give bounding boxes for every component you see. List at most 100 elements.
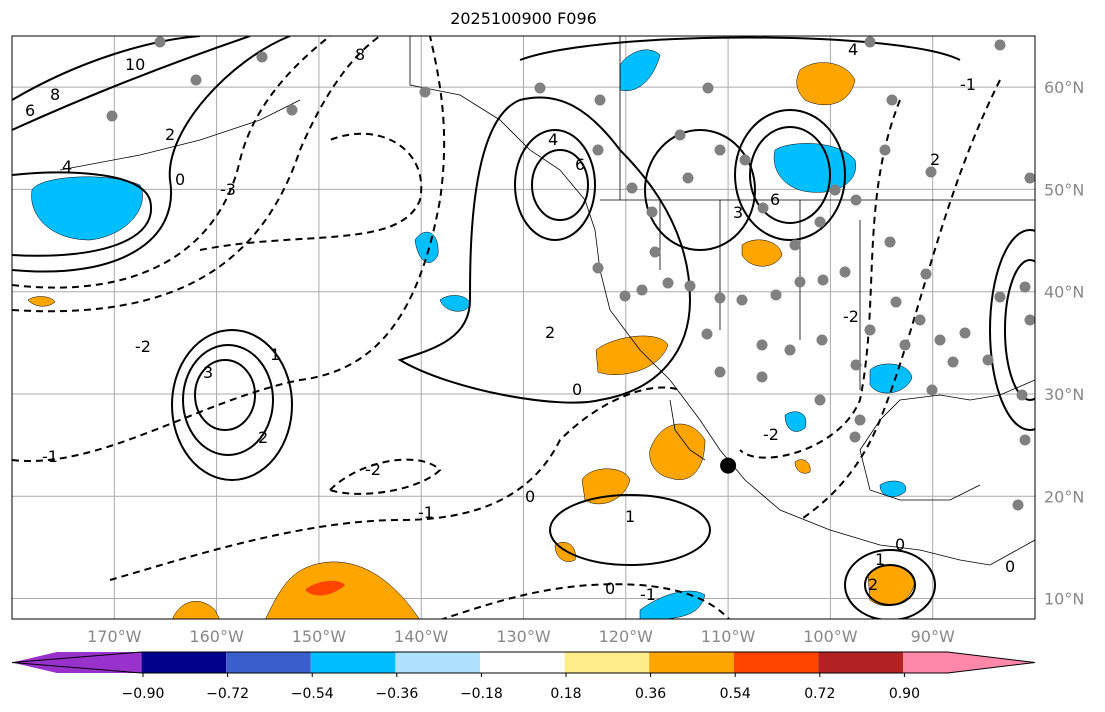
contour-label: -1 xyxy=(640,585,656,604)
station-dot xyxy=(926,384,938,396)
station-dot xyxy=(626,182,638,194)
colorbar-tick-label: 0.72 xyxy=(804,686,835,702)
station-dot xyxy=(850,359,862,371)
station-dot xyxy=(814,216,826,228)
lon-label: 130°W xyxy=(496,627,551,646)
station-dot xyxy=(286,104,298,116)
station-dot xyxy=(1024,172,1035,184)
lon-label: 120°W xyxy=(599,627,654,646)
contours xyxy=(12,36,1035,619)
station-dot xyxy=(757,202,769,214)
station-dots xyxy=(106,36,1035,511)
contour-label: -1 xyxy=(418,503,434,522)
station-dot xyxy=(714,366,726,378)
contour-label: 0 xyxy=(895,535,905,554)
contour-label: -3 xyxy=(220,180,236,199)
station-dot xyxy=(419,86,431,98)
station-dot xyxy=(256,51,268,63)
contour-label: 2 xyxy=(545,323,555,342)
station-dot xyxy=(701,328,713,340)
station-dot xyxy=(864,36,876,48)
orange-region xyxy=(741,239,783,267)
location-marker xyxy=(720,457,737,474)
colorbar-segment xyxy=(395,652,480,673)
contour-label: 1 xyxy=(270,345,280,364)
station-dot xyxy=(1024,314,1035,326)
station-dot xyxy=(190,74,202,86)
station-dot xyxy=(789,239,801,251)
station-dot xyxy=(646,206,658,218)
station-dot xyxy=(854,414,866,426)
contour-label: 1 xyxy=(875,550,885,569)
red-region xyxy=(305,580,345,596)
contour-label: -2 xyxy=(365,460,381,479)
station-dot xyxy=(864,324,876,336)
lat-label: 30°N xyxy=(1044,385,1084,404)
contour-label: 0 xyxy=(525,487,535,506)
orange-region xyxy=(172,601,220,619)
colorbar-segment xyxy=(649,652,734,673)
orange-region xyxy=(794,459,811,474)
station-dot xyxy=(662,277,674,289)
station-dot xyxy=(756,339,768,351)
colorbar-segment xyxy=(818,652,903,673)
latitude-labels: 60°N 50°N 40°N 30°N 20°N 10°N xyxy=(1044,78,1084,608)
lon-label: 170°W xyxy=(87,627,142,646)
station-dot xyxy=(736,294,748,306)
station-dot xyxy=(1012,499,1024,511)
contour-label: 1 xyxy=(625,507,635,526)
station-dot xyxy=(849,431,861,443)
colorbar-tick-label: 0.90 xyxy=(889,686,920,702)
lon-label: 160°W xyxy=(189,627,244,646)
colorbar-segment xyxy=(733,652,819,673)
colorbar-tick-label: −0.18 xyxy=(460,686,503,702)
station-dot xyxy=(592,262,604,274)
orange-region xyxy=(27,296,56,307)
station-dot xyxy=(594,94,606,106)
blue-region xyxy=(869,363,913,394)
contour-labels: 10 8 6 4 2 0 -1 -2 -3 4 6 8 2 0 1 2 3 -1… xyxy=(25,40,1015,604)
contour-label: -1 xyxy=(960,75,976,94)
contour-label: 0 xyxy=(605,579,615,598)
contour-label: -1 xyxy=(42,447,58,466)
contour-label: -2 xyxy=(135,337,151,356)
station-dot xyxy=(702,82,714,94)
colorbar-outline xyxy=(11,651,1036,674)
lat-label: 40°N xyxy=(1044,283,1084,302)
station-dot xyxy=(899,339,911,351)
station-dot xyxy=(636,284,648,296)
station-dot xyxy=(959,327,971,339)
colorbar-segment xyxy=(226,652,311,673)
station-dot xyxy=(592,144,604,156)
station-dot xyxy=(994,291,1006,303)
colorbar-tick-label: −0.36 xyxy=(375,686,418,702)
station-dot xyxy=(106,110,118,122)
coastlines xyxy=(59,36,1035,566)
station-dot xyxy=(839,266,851,278)
station-dot xyxy=(619,290,631,302)
lat-label: 50°N xyxy=(1044,180,1084,199)
station-dot xyxy=(154,36,166,48)
contour-label: 3 xyxy=(733,203,743,222)
station-dot xyxy=(947,356,959,368)
longitude-labels: 170°W 160°W 150°W 140°W 130°W 120°W 110°W 100°W… xyxy=(87,627,955,646)
blue-region xyxy=(879,480,907,497)
station-dot xyxy=(794,276,806,288)
station-dot xyxy=(925,166,937,178)
colorbar-segment xyxy=(141,652,227,673)
colorbar-tick-label: 0.36 xyxy=(635,686,666,702)
station-dot xyxy=(814,394,826,406)
station-dot xyxy=(1019,281,1031,293)
orange-region xyxy=(265,561,420,619)
colorbar-extend-low xyxy=(12,652,142,673)
station-dot xyxy=(684,280,696,292)
colorbar: −0.90 −0.72 −0.54 −0.36 −0.18 0.18 0.36 0.54 0.7… xyxy=(11,651,1036,702)
contour-label: 6 xyxy=(575,155,585,174)
contour-label: 2 xyxy=(258,428,268,447)
blue-region xyxy=(31,176,143,241)
colorbar-tick-label: −0.54 xyxy=(291,686,334,702)
colorbar-tick-label: −0.72 xyxy=(206,686,249,702)
station-dot xyxy=(890,296,902,308)
station-dot xyxy=(714,144,726,156)
